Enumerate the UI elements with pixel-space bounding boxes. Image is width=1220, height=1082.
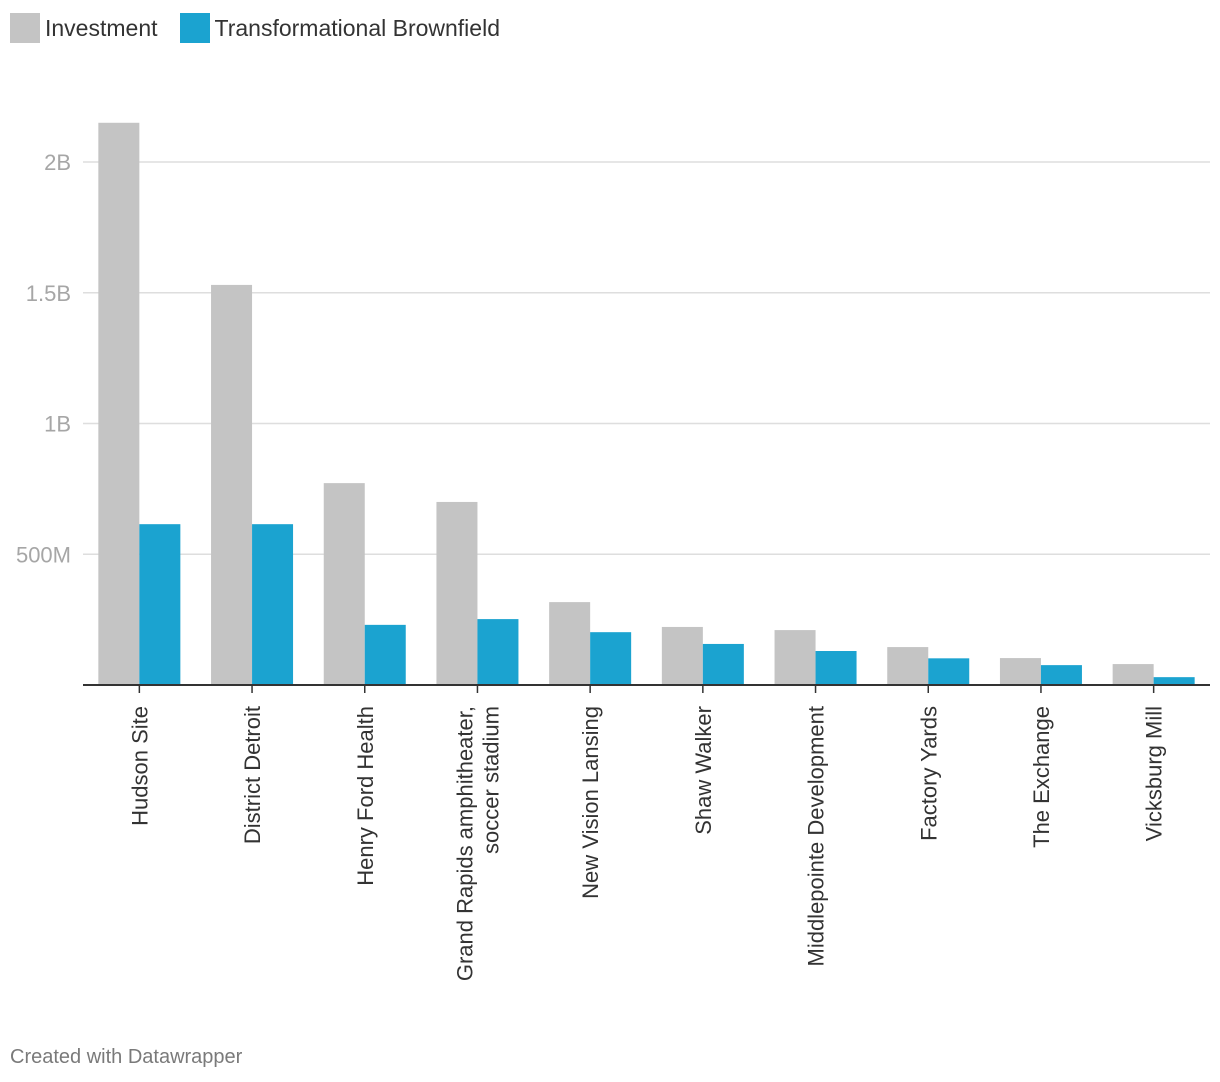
x-category-label-3-line-0: Grand Rapids amphitheater,: [452, 706, 477, 981]
bar-brownfield-3: [477, 619, 519, 685]
bar-investment-7: [887, 647, 929, 685]
x-category-label-6-line-0: Middlepointe Development: [804, 706, 829, 967]
x-category-label-2: Henry Ford Health: [353, 706, 378, 886]
x-category-label-8-line-0: The Exchange: [1029, 706, 1054, 848]
x-category-label-0-line-0: Hudson Site: [127, 706, 152, 826]
x-category-label-5-line-0: Shaw Walker: [691, 706, 716, 835]
bar-brownfield-1: [252, 524, 294, 685]
bar-investment-3: [436, 501, 478, 685]
bar-brownfield-5: [702, 643, 744, 685]
bar-investment-6: [774, 630, 816, 685]
bar-investment-2: [323, 483, 365, 685]
x-category-label-1-line-0: District Detroit: [240, 706, 265, 844]
bar-brownfield-8: [1040, 665, 1082, 685]
bar-brownfield-6: [815, 651, 857, 685]
legend-item-1: Transformational Brownfield: [179, 13, 501, 43]
x-category-label-9: Vicksburg Mill: [1142, 706, 1167, 841]
gridlines: 500M 1B 1.5B 2B: [16, 150, 1210, 567]
legend-swatch-0: [10, 13, 40, 43]
bars: [98, 122, 1195, 685]
x-category-label-3: Grand Rapids amphitheater, soccer stadium: [452, 706, 503, 981]
bar-brownfield-9: [1153, 677, 1195, 685]
bar-brownfield-0: [139, 524, 181, 685]
bar-brownfield-7: [928, 658, 970, 685]
category-labels: Hudson Site District Detroit Henry Ford He…: [127, 706, 1166, 981]
y-tick-label-1: 1B: [44, 412, 71, 437]
bar-brownfield-4: [590, 632, 632, 685]
x-category-label-9-line-0: Vicksburg Mill: [1142, 706, 1167, 841]
x-category-label-2-line-0: Henry Ford Health: [353, 706, 378, 886]
y-tick-label-0: 500M: [16, 542, 71, 567]
x-category-label-3-line-1: soccer stadium: [478, 706, 503, 854]
x-category-label-5: Shaw Walker: [691, 706, 716, 835]
bar-investment-1: [211, 284, 253, 685]
x-category-label-6: Middlepointe Development: [804, 706, 829, 967]
bar-investment-4: [549, 602, 591, 685]
legend-swatch-1: [179, 13, 210, 43]
legend-item-0: Investment: [10, 13, 158, 43]
x-category-label-7-line-0: Factory Yards: [916, 706, 941, 841]
chart-legend: Investment Transformational Brownfield: [10, 12, 522, 44]
bar-investment-5: [661, 626, 703, 685]
bar-investment-9: [1112, 664, 1154, 685]
x-category-label-8: The Exchange: [1029, 706, 1054, 848]
legend-label-1: Transformational Brownfield: [214, 14, 501, 41]
y-tick-label-2: 1.5B: [26, 281, 71, 306]
datawrapper-credit: Created with Datawrapper: [10, 1046, 243, 1068]
x-category-label-4: New Vision Lansing: [578, 706, 603, 899]
bar-brownfield-2: [364, 624, 406, 685]
bar-investment-0: [98, 122, 140, 685]
y-tick-label-3: 2B: [44, 150, 71, 175]
x-category-label-4-line-0: New Vision Lansing: [578, 706, 603, 899]
legend-label-0: Investment: [45, 14, 158, 41]
x-category-label-7: Factory Yards: [916, 706, 941, 841]
x-category-label-0: Hudson Site: [127, 706, 152, 826]
x-axis: [83, 684, 1210, 693]
x-category-label-1: District Detroit: [240, 706, 265, 844]
bar-investment-8: [999, 658, 1041, 685]
